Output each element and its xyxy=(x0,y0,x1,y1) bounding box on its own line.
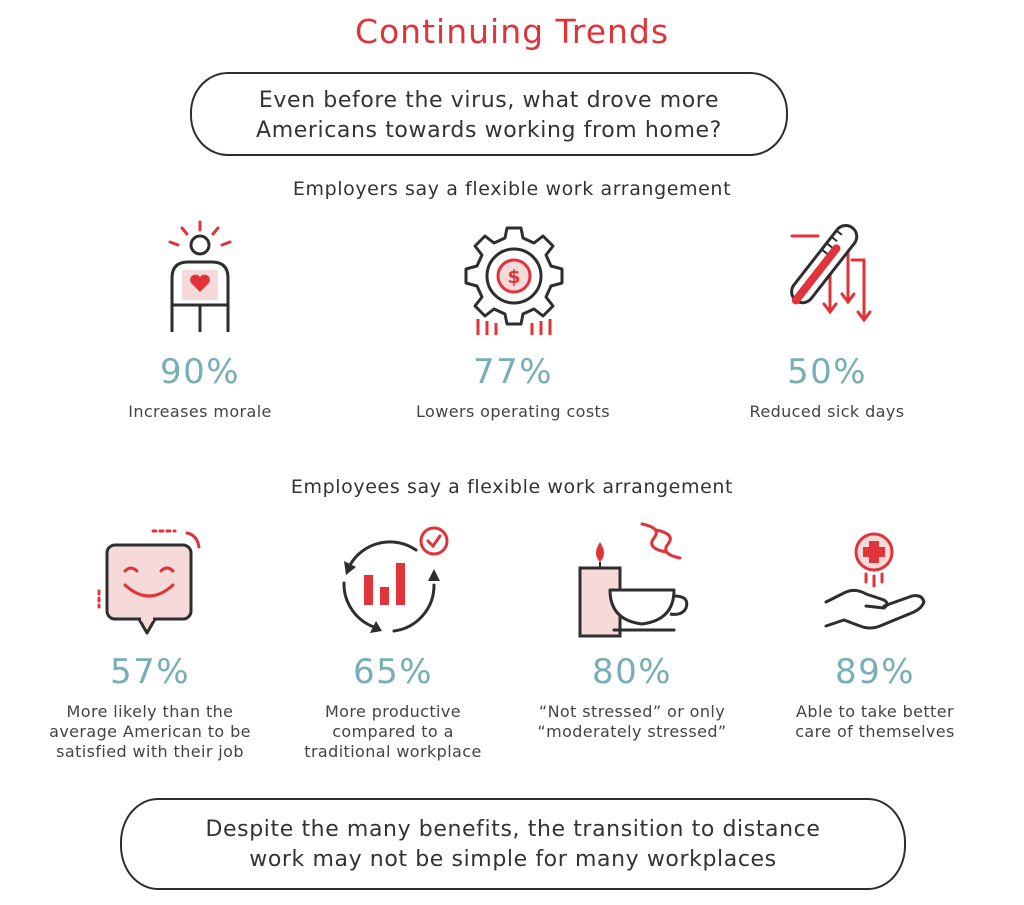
stat-label-productive-line: traditional workplace xyxy=(304,742,482,761)
stat-label-morale: Increases morale xyxy=(128,402,272,421)
stat-value-sick-days: 50% xyxy=(786,352,868,392)
question-line-2: Americans towards working from home? xyxy=(256,118,722,143)
stat-label-satisfied-line: average American to be xyxy=(49,722,251,741)
employees-heading: Employees say a flexible work arrangemen… xyxy=(290,476,734,498)
stat-value-stress: 80% xyxy=(591,652,673,692)
smiley-chat-icon xyxy=(97,529,201,635)
question-line-1: Even before the virus, what drove more xyxy=(258,88,720,113)
stat-label-satisfied: More likely than the average American to… xyxy=(30,702,270,762)
page-title: Continuing Trends xyxy=(354,12,670,51)
footer-line-2: work may not be simple for many workplac… xyxy=(249,847,777,872)
candle-teacup-icon xyxy=(578,522,689,638)
stat-label-productive-line: More productive xyxy=(324,702,462,721)
stat-label-stress-line: “moderately stressed” xyxy=(537,722,727,741)
hand-cross-icon xyxy=(824,532,926,630)
thermometer-icon xyxy=(790,224,872,323)
stat-value-costs: 77% xyxy=(472,352,554,392)
stat-label-self-care: Able to take better care of themselves xyxy=(755,702,995,742)
stat-value-morale: 90% xyxy=(159,352,241,392)
stat-label-sick-days: Reduced sick days xyxy=(749,402,905,421)
stat-label-self-care-line: Able to take better xyxy=(796,702,954,721)
footer-line-1: Despite the many benefits, the transitio… xyxy=(205,817,821,842)
stat-value-productive: 65% xyxy=(352,652,434,692)
question-banner: Even before the virus, what drove more A… xyxy=(190,72,788,156)
stat-label-stress: “Not stressed” or only “moderately stres… xyxy=(512,702,752,742)
svg-text:$: $ xyxy=(507,266,520,288)
stat-label-satisfied-line: satisfied with their job xyxy=(56,742,244,761)
person-heart-icon xyxy=(168,220,232,332)
stat-label-satisfied-line: More likely than the xyxy=(66,702,234,721)
footer-banner: Despite the many benefits, the transitio… xyxy=(120,798,906,890)
stat-label-costs: Lowers operating costs xyxy=(416,402,610,421)
gear-dollar-icon: $ xyxy=(464,226,564,335)
stat-label-productive: More productive compared to a traditiona… xyxy=(273,702,513,762)
stat-value-self-care: 89% xyxy=(834,652,916,692)
stat-label-productive-line: compared to a xyxy=(332,722,454,741)
stat-label-self-care-line: care of themselves xyxy=(795,722,955,741)
stat-value-satisfied: 57% xyxy=(109,652,191,692)
stat-label-stress-line: “Not stressed” or only xyxy=(538,702,726,721)
employers-heading: Employers say a flexible work arrangemen… xyxy=(292,178,732,200)
productivity-chart-icon xyxy=(342,526,449,633)
